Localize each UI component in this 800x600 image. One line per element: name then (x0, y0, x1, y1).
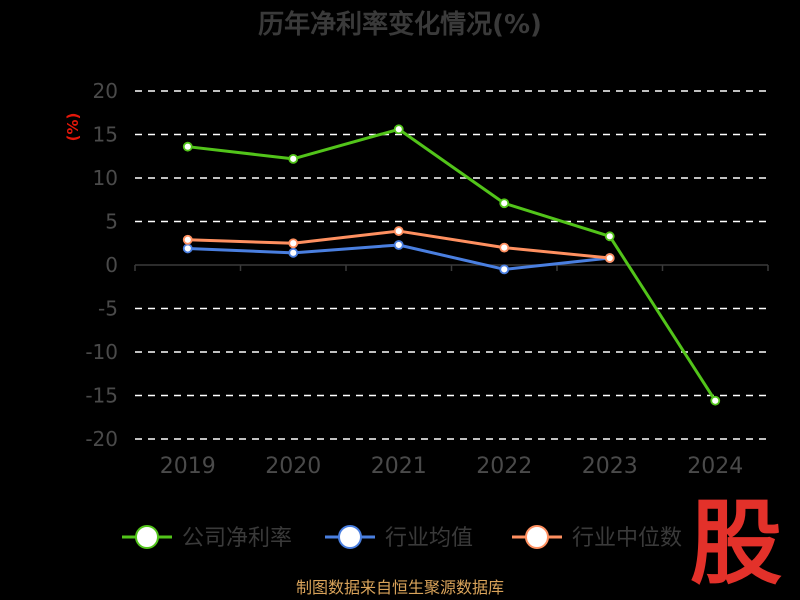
legend-item[interactable]: 公司净利率 (122, 525, 292, 551)
y-tick-label: -5 (98, 297, 118, 321)
data-point (288, 238, 299, 249)
y-tick-label: 5 (105, 210, 118, 234)
series-lines (182, 124, 721, 406)
legend-item[interactable]: 行业均值 (325, 525, 473, 551)
y-tick-label: 20 (93, 79, 118, 103)
y-tick-label: 10 (93, 166, 118, 190)
y-tick-label: -15 (85, 384, 118, 408)
data-point (393, 226, 404, 236)
data-point (499, 264, 510, 275)
data-point (393, 124, 404, 135)
chart-title: 历年净利率变化情况(%) (258, 9, 542, 40)
data-point (288, 247, 299, 258)
x-tick-label: 2019 (160, 454, 216, 479)
data-point (499, 198, 510, 209)
y-tick-label: -20 (85, 427, 118, 451)
y-axis-label: (%) (64, 113, 82, 142)
grid-lines (135, 90, 768, 440)
data-point (182, 141, 193, 152)
data-point (604, 231, 615, 242)
x-axis (134, 264, 769, 271)
source-note: 制图数据来自恒生聚源数据库 (296, 578, 504, 597)
legend-label: 行业均值 (385, 526, 473, 551)
data-point (710, 395, 721, 406)
legend-marker (338, 525, 362, 549)
legend-label: 行业中位数 (572, 526, 682, 551)
data-point (182, 234, 193, 245)
data-point (499, 242, 510, 253)
series-3 (182, 226, 615, 263)
y-tick-label: 15 (93, 123, 118, 147)
series-1 (182, 124, 721, 406)
x-tick-label: 2023 (582, 454, 638, 479)
data-point (604, 253, 615, 263)
legend: 公司净利率 行业均值 行业中位数 (122, 525, 682, 551)
x-axis-ticks: 2019 2020 2021 2022 2023 2024 (160, 454, 744, 479)
data-point (288, 153, 299, 164)
y-tick-label: -10 (85, 340, 118, 364)
x-tick-label: 2024 (687, 454, 743, 479)
x-tick-label: 2021 (371, 454, 427, 479)
legend-marker (135, 525, 159, 549)
x-tick-label: 2020 (265, 454, 321, 479)
legend-marker (525, 525, 549, 549)
x-tick-label: 2022 (476, 454, 532, 479)
data-point (182, 243, 193, 254)
series-2 (182, 240, 615, 275)
legend-label: 公司净利率 (182, 526, 292, 551)
y-axis-ticks: 20 15 10 5 0 -5 -10 -15 -20 (85, 79, 118, 451)
brand-logo: 股 (690, 490, 782, 597)
data-point (393, 240, 404, 250)
y-tick-label: 0 (105, 253, 118, 277)
legend-item[interactable]: 行业中位数 (512, 525, 682, 551)
series-line (187, 127, 717, 402)
